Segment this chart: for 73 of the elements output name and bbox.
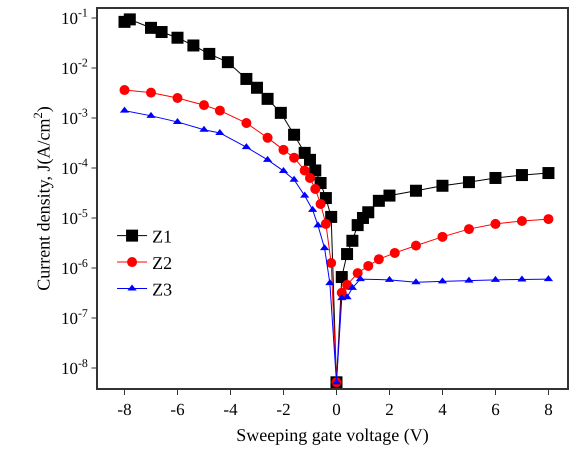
y-tick-label: 10$^{-2}$ [60, 56, 88, 78]
x-tick-label: -8 [117, 400, 132, 420]
point [436, 180, 448, 192]
point [326, 258, 336, 268]
point [462, 176, 475, 188]
point [342, 280, 352, 290]
x-tick-label: -4 [223, 400, 238, 420]
point [214, 106, 225, 116]
x-tick-label: 2 [385, 400, 394, 420]
point [172, 92, 182, 103]
point [309, 164, 322, 176]
point [288, 128, 300, 141]
x-tick-label: 0 [332, 400, 341, 420]
point [437, 232, 448, 242]
point [278, 144, 288, 155]
point [310, 184, 320, 194]
point [410, 240, 421, 251]
point [374, 254, 384, 264]
point [390, 248, 400, 258]
point [146, 88, 156, 98]
point [120, 85, 130, 96]
y-tick-label: 10$^{-8}$ [60, 356, 88, 378]
point [241, 118, 252, 128]
point [489, 172, 502, 184]
point [262, 92, 274, 105]
point [372, 194, 385, 207]
point [198, 100, 209, 110]
point [222, 56, 234, 68]
point [304, 172, 315, 183]
point [144, 22, 157, 34]
y-tick-label: 10$^{-7}$ [60, 306, 88, 328]
y-tick-label: 10$^{-1}$ [60, 6, 88, 28]
point [304, 154, 316, 166]
point [490, 218, 500, 229]
x-tick-label: -2 [276, 400, 291, 420]
point [341, 248, 354, 260]
point [156, 26, 168, 38]
point [336, 271, 348, 284]
point [516, 169, 528, 182]
point [124, 13, 136, 26]
point [543, 214, 554, 224]
x-tick-label: -6 [170, 400, 185, 420]
y-tick-label: 10$^{-5}$ [60, 206, 88, 228]
point [171, 32, 184, 44]
point [187, 39, 200, 52]
x-axis-title: Sweeping gate voltage (V) [236, 424, 429, 445]
legend-label: Z1 [152, 226, 172, 247]
point [240, 72, 252, 85]
legend-label: Z2 [152, 253, 172, 274]
point [346, 234, 358, 247]
x-tick-label: 8 [544, 400, 553, 420]
point [516, 216, 527, 226]
point [320, 218, 331, 229]
y-tick-label: 10$^{-4}$ [60, 156, 88, 178]
point [464, 224, 474, 234]
point [300, 165, 310, 176]
point [383, 190, 396, 202]
legend-label: Z3 [152, 279, 172, 300]
y-tick-label: 10$^{-3}$ [60, 106, 88, 128]
point [289, 152, 300, 163]
point [362, 206, 374, 218]
y-tick-label: 10$^{-6}$ [60, 256, 88, 278]
point [363, 260, 374, 271]
point [542, 167, 554, 180]
point [352, 268, 363, 278]
x-tick-label: 6 [491, 400, 500, 420]
point [316, 199, 326, 210]
point [250, 82, 263, 94]
point [274, 106, 287, 119]
point [203, 48, 216, 60]
point [262, 132, 273, 143]
point [410, 184, 422, 197]
x-tick-label: 4 [438, 400, 448, 420]
